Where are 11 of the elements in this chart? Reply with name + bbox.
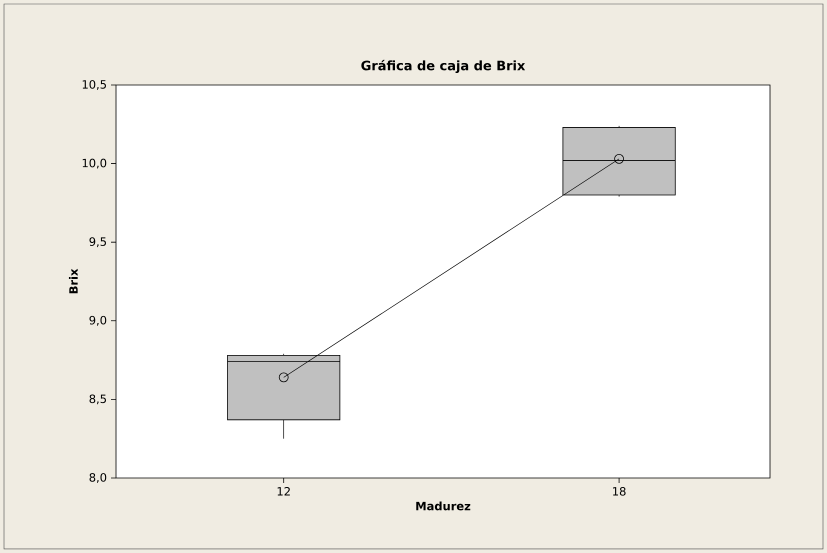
y-tick-label: 8,5 xyxy=(90,394,106,404)
y-tick-label: 8,0 xyxy=(90,473,106,483)
y-tick-label: 9,0 xyxy=(89,316,106,326)
y-tick-label: 10,5 xyxy=(82,80,106,90)
chart-title: Gráfica de caja de Brix xyxy=(361,60,526,73)
y-tick-label: 10,0 xyxy=(82,158,106,168)
y-tick-label: 9,5 xyxy=(89,237,106,248)
x-tick-label: 12 xyxy=(278,487,290,496)
x-tick-label: 18 xyxy=(613,487,626,496)
x-axis-title: Madurez xyxy=(416,502,470,510)
y-axis-title: Brix xyxy=(68,268,78,294)
